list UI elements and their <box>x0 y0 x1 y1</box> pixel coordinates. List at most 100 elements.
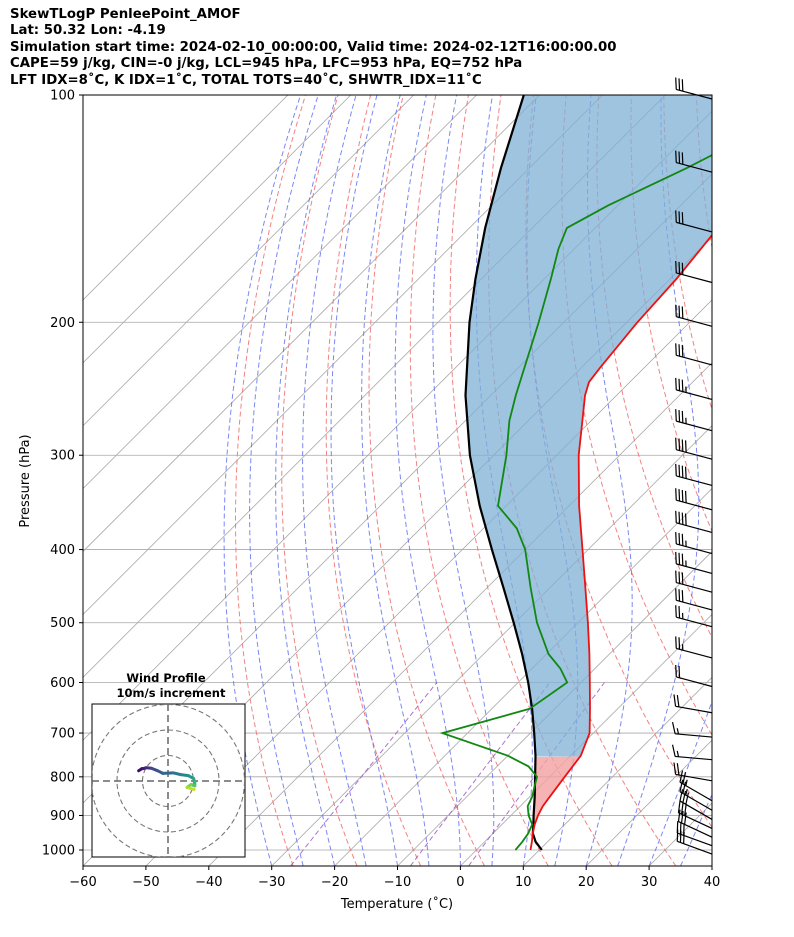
x-tick-label: −10 <box>384 875 411 890</box>
wind-barb-staff <box>679 791 713 811</box>
moist-adiabat-line <box>249 95 319 866</box>
wind-barb-staff <box>676 599 713 611</box>
wind-barb-flag <box>678 606 681 619</box>
y-tick-label: 1000 <box>42 844 75 859</box>
wind-barb-flag <box>675 437 677 450</box>
dry-adiabat-line <box>663 95 712 411</box>
wind-barb-flag <box>685 789 688 796</box>
wind-barb-staff <box>676 616 713 628</box>
wind-barb-flag <box>682 781 687 794</box>
cape-summary-line: CAPE=59 j/kg, CIN=-0 j/kg, LCL=945 hPa, … <box>10 56 523 72</box>
wind-barb-flag <box>681 489 684 502</box>
wind-barb <box>675 409 713 432</box>
wind-barb-staff <box>676 543 713 555</box>
wind-barbs <box>671 77 713 855</box>
isotherm-line <box>83 95 414 427</box>
wind-barb <box>675 664 713 688</box>
wind-barb-staff <box>676 272 713 284</box>
moist-adiabat-line <box>361 95 430 866</box>
wind-barb-flag <box>677 809 681 822</box>
dewpoint-profile-line <box>439 154 712 851</box>
wind-barb-flag <box>671 722 676 734</box>
wind-barb-flag <box>678 511 681 524</box>
y-tick-label: 300 <box>50 449 75 464</box>
wind-barb-staff <box>676 88 713 100</box>
wind-barb-staff <box>676 522 713 533</box>
cin-area <box>533 756 581 832</box>
isotherm-line <box>83 95 289 301</box>
wind-barb-staff <box>676 354 713 366</box>
hodograph-segment <box>188 786 196 791</box>
mixing-ratio-line <box>409 682 551 866</box>
moist-adiabat-line <box>330 95 398 866</box>
dry-adiabat-line <box>325 95 422 866</box>
wind-barb <box>675 260 713 284</box>
wind-barb-flag <box>678 211 681 224</box>
wind-barb-staff <box>678 812 713 829</box>
chart-header: SkewTLogP PenleePoint_AMOF Lat: 50.32 Lo… <box>10 7 790 89</box>
x-tick-label: −30 <box>258 875 285 890</box>
wind-barb-flag <box>678 571 681 584</box>
wind-barb <box>679 779 713 811</box>
dry-adiabat-line <box>596 95 712 639</box>
wind-barb-flag <box>678 261 681 274</box>
wind-barb-flag <box>675 463 677 476</box>
wind-barb-flag <box>675 532 677 545</box>
wind-barb <box>677 800 713 829</box>
wind-barb-staff <box>675 705 713 714</box>
wind-barb-flag <box>675 150 677 163</box>
longitude-label: Lon: -4.19 <box>90 23 166 39</box>
moist-adiabat-line <box>680 792 712 866</box>
wind-barb <box>675 210 713 233</box>
dry-adiabat-line <box>281 95 358 866</box>
wind-barb <box>675 551 713 575</box>
wind-barb <box>675 488 713 511</box>
wind-barb-flag <box>678 438 681 451</box>
wind-barb <box>676 829 713 855</box>
wind-barb-flag <box>681 345 684 358</box>
wind-barb <box>675 605 713 628</box>
y-tick-label: 800 <box>50 770 75 785</box>
wind-barb-flag <box>675 588 677 601</box>
x-tick-label: 20 <box>578 875 595 890</box>
wind-barb-flag <box>678 78 681 91</box>
wind-profile-grid <box>92 704 245 857</box>
wind-barb-staff <box>675 733 713 738</box>
stability-index-line: LFT IDX=8˚C, K IDX=1˚C, TOTAL TOTS=40˚C,… <box>10 72 482 88</box>
cape-cin-fills <box>465 95 712 832</box>
wind-barb-staff <box>676 563 713 575</box>
wind-barb-flag <box>681 512 684 525</box>
wind-barb-flag <box>678 464 681 477</box>
wind-barb-flag <box>675 304 677 317</box>
wind-barb-flag <box>684 513 687 526</box>
wind-barb-flag <box>673 762 677 775</box>
y-tick-label: 100 <box>50 89 75 104</box>
wind-barb-flag <box>685 792 690 805</box>
wind-barb-flag <box>678 489 681 502</box>
moist-adiabat-line <box>711 864 712 866</box>
wind-barb-flag <box>678 410 681 423</box>
wind-barb-flag <box>684 803 687 816</box>
wind-barb-flag <box>681 533 684 546</box>
wind-barb-staff <box>676 676 713 688</box>
dry-adiabat-line <box>368 95 485 866</box>
isotherm-line <box>523 676 712 866</box>
wind-barb-staff <box>677 840 713 855</box>
wind-barb <box>675 343 713 366</box>
coordinates-line: Lat: 50.32 Lon: -4.19 <box>10 23 790 39</box>
cape-area <box>465 95 712 757</box>
wind-barb-flag <box>675 77 677 90</box>
parcel-profile-line <box>464 95 543 851</box>
y-tick-label: 600 <box>50 676 75 691</box>
wind-barb-staff <box>676 316 713 327</box>
wind-barb-flag <box>682 772 687 785</box>
wind-barb <box>675 532 713 555</box>
wind-barb-staff <box>676 389 713 401</box>
mixing-ratio-line <box>290 682 438 866</box>
isotherm-line <box>83 95 540 553</box>
wind-barb-flag <box>681 262 684 275</box>
wind-barb-flag <box>678 151 681 164</box>
wind-barb <box>675 510 713 533</box>
dry-adiabat-line <box>762 95 794 866</box>
wind-barb-flag <box>673 694 677 707</box>
